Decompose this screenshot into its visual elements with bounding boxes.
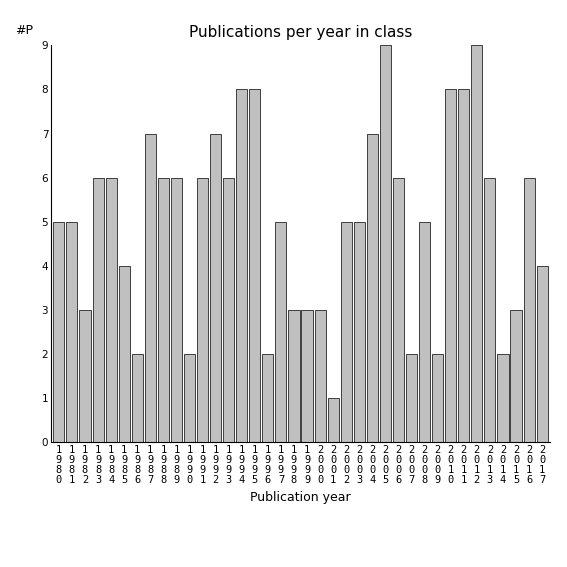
Bar	[66, 222, 78, 442]
Bar	[536, 266, 548, 442]
Bar	[263, 354, 273, 442]
Bar	[419, 222, 430, 442]
Bar	[341, 222, 352, 442]
Bar	[289, 310, 299, 442]
Bar	[484, 177, 496, 442]
Bar	[197, 177, 208, 442]
Bar	[523, 177, 535, 442]
X-axis label: Publication year: Publication year	[250, 490, 351, 503]
Bar	[510, 310, 522, 442]
Bar	[406, 354, 417, 442]
Bar	[328, 398, 338, 442]
Bar	[354, 222, 365, 442]
Bar	[393, 177, 404, 442]
Bar	[458, 90, 469, 442]
Bar	[223, 177, 234, 442]
Bar	[132, 354, 143, 442]
Bar	[92, 177, 104, 442]
Bar	[145, 134, 156, 442]
Bar	[210, 134, 221, 442]
Bar	[119, 266, 130, 442]
Bar	[171, 177, 182, 442]
Bar	[471, 45, 483, 442]
Bar	[184, 354, 195, 442]
Y-axis label: #P: #P	[15, 24, 32, 37]
Bar	[249, 90, 260, 442]
Bar	[445, 90, 456, 442]
Bar	[380, 45, 391, 442]
Bar	[105, 177, 117, 442]
Bar	[315, 310, 325, 442]
Bar	[53, 222, 65, 442]
Title: Publications per year in class: Publications per year in class	[189, 25, 412, 40]
Bar	[497, 354, 509, 442]
Bar	[302, 310, 312, 442]
Bar	[276, 222, 286, 442]
Bar	[158, 177, 169, 442]
Bar	[236, 90, 247, 442]
Bar	[79, 310, 91, 442]
Bar	[432, 354, 443, 442]
Bar	[367, 134, 378, 442]
